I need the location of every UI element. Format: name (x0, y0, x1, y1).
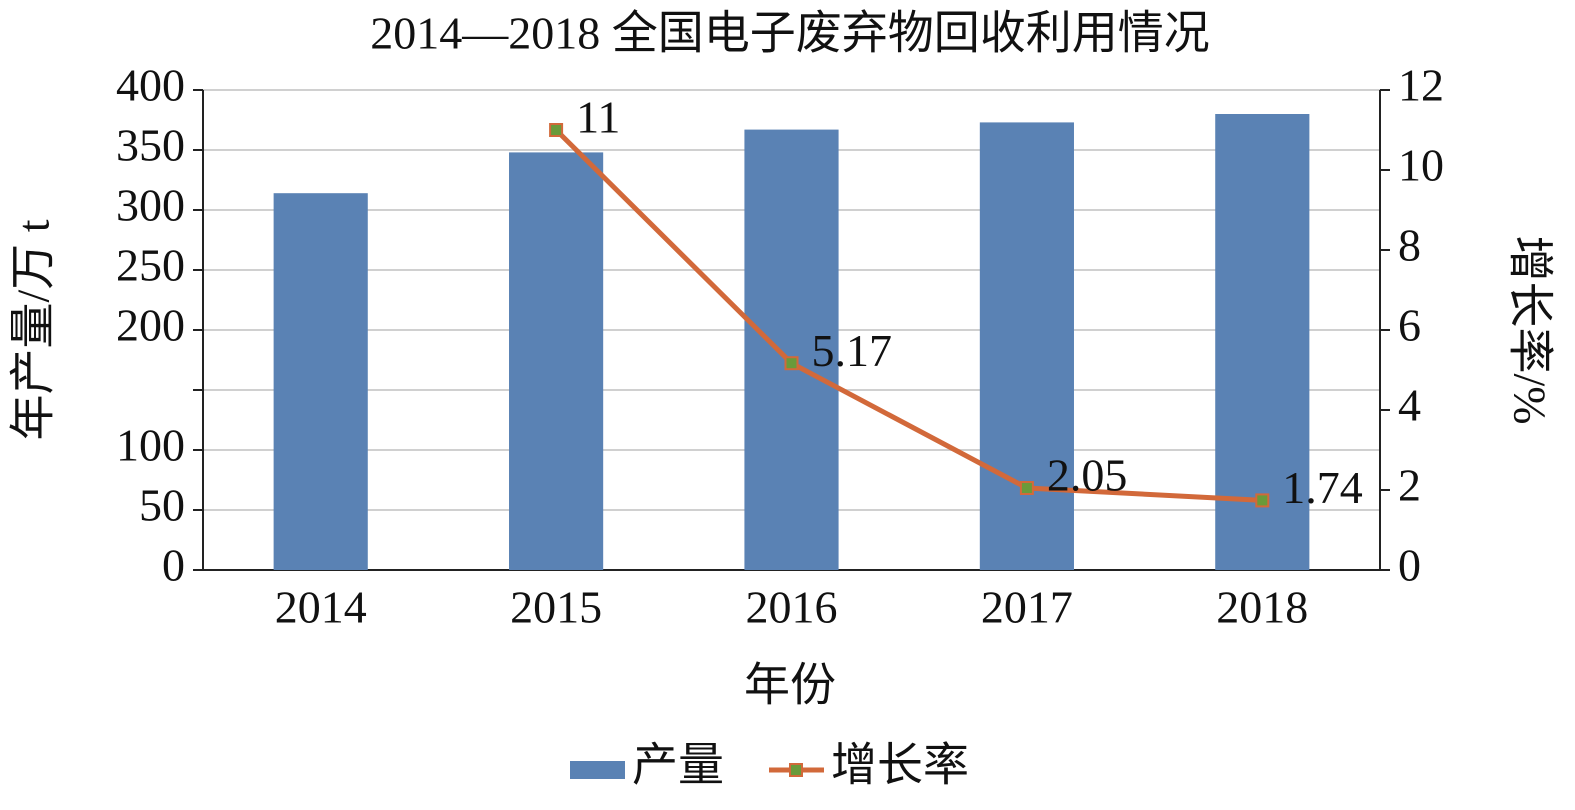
x-axis-label: 年份 (744, 660, 836, 711)
marker (1019, 481, 1034, 495)
legend-label: 增长率 (831, 740, 969, 791)
bar (744, 129, 839, 570)
marker (1255, 493, 1270, 508)
x-tick-label: 2017 (981, 582, 1073, 633)
y2-tick-label: 12 (1398, 60, 1444, 111)
marker (784, 356, 799, 371)
bar (273, 193, 368, 570)
y-tick-label: 300 (116, 180, 185, 231)
y-tick-label: 250 (116, 240, 185, 291)
y-tick-label: 50 (139, 480, 185, 531)
chart-title: 2014—2018 全国电子废弃物回收利用情况 (370, 8, 1210, 59)
y2-tick-label: 8 (1398, 220, 1421, 271)
y2-tick-label: 6 (1398, 300, 1421, 351)
legend-marker (789, 763, 803, 777)
x-tick-label: 2015 (510, 582, 602, 633)
data-label: 5.17 (812, 325, 893, 376)
x-tick-label: 2014 (275, 582, 367, 633)
y2-tick-label: 4 (1398, 380, 1421, 431)
y-tick-label: 400 (116, 60, 185, 111)
y-tick-label: 0 (162, 540, 185, 591)
bar (509, 152, 604, 570)
bar (979, 122, 1074, 571)
data-label: 11 (576, 92, 620, 143)
y-tick-label: 100 (116, 420, 185, 471)
y-tick-label: 350 (116, 120, 185, 171)
legend-swatch (570, 761, 625, 779)
marker (549, 123, 564, 137)
y-axis-label: 年产量/万 t (8, 219, 59, 440)
legend-label: 产量 (632, 740, 724, 791)
y2-axis-label: 增长率/% (1504, 235, 1555, 424)
x-tick-label: 2018 (1216, 582, 1308, 633)
line (554, 128, 1263, 503)
y2-tick-label: 0 (1398, 540, 1421, 591)
x-tick-label: 2016 (746, 582, 838, 633)
data-label: 1.74 (1282, 462, 1363, 513)
y2-tick-label: 10 (1398, 140, 1444, 191)
y-tick-label: 200 (116, 300, 185, 351)
data-label: 2.05 (1047, 450, 1128, 501)
y2-tick-label: 2 (1398, 460, 1421, 511)
